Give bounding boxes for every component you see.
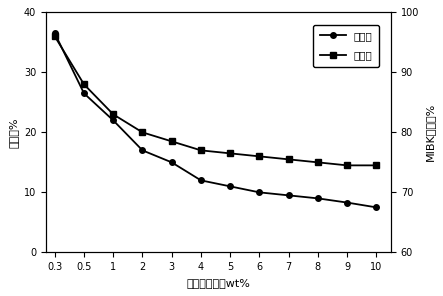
转化率 [286,194,291,197]
转化率 [315,197,321,200]
选择性 [198,149,204,152]
转化率 [228,185,233,188]
选择性 [257,155,262,158]
Line: 选择性: 选择性 [51,33,380,169]
转化率 [52,32,58,35]
转化率 [374,206,379,209]
选择性 [140,131,145,134]
Legend: 转化率, 选择性: 转化率, 选择性 [313,25,379,67]
转化率 [140,149,145,152]
Line: 转化率: 转化率 [52,30,379,210]
转化率 [257,191,262,194]
选择性 [315,161,321,164]
选择性 [52,35,58,38]
选择性 [82,83,87,86]
Y-axis label: MIBK选择性%: MIBK选择性% [425,103,435,162]
选择性 [374,164,379,167]
转化率 [345,201,350,204]
转化率 [111,119,116,122]
选择性 [111,112,116,116]
选择性 [169,140,175,143]
转化率 [82,91,87,95]
选择性 [345,164,350,167]
选择性 [228,152,233,155]
X-axis label: 丙酮含水量，wt%: 丙酮含水量，wt% [187,278,250,288]
Y-axis label: 转化率%: 转化率% [8,117,18,148]
转化率 [198,178,204,182]
转化率 [169,161,175,164]
选择性 [286,157,291,161]
